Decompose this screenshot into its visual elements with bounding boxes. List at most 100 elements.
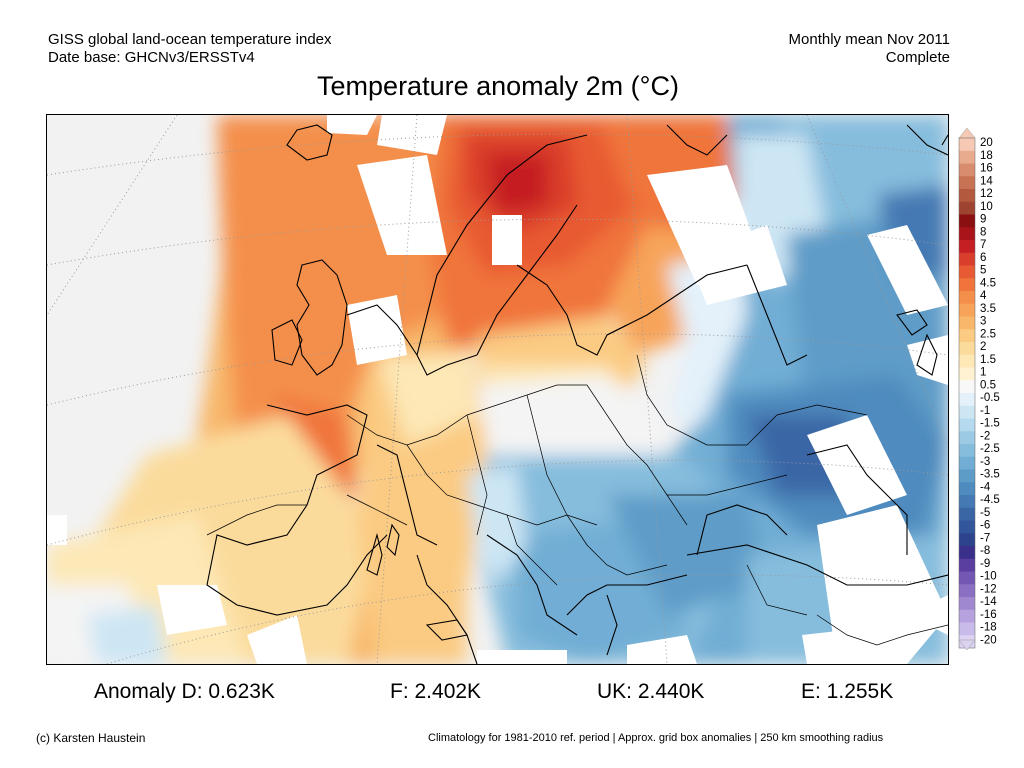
colorbar-label: -1.5 [980, 418, 1000, 430]
country-borders [206, 354, 948, 646]
colorbar-cell [959, 380, 975, 394]
colorbar-label: -3 [980, 456, 990, 468]
dataset-name: GISS global land-ocean temperature index [48, 31, 332, 48]
anomaly-field [47, 115, 948, 664]
colorbar-cell [959, 431, 975, 445]
no-data-areas [47, 115, 948, 664]
colorbar-label: 4 [980, 290, 987, 302]
colorbar-top-arrow [958, 127, 976, 139]
colorbar-label: -6 [980, 520, 990, 532]
colorbar-label: 4.5 [980, 277, 996, 289]
colorbar-labels: 201816141210987654.543.532.521.510.5-0.5… [980, 137, 1000, 646]
colorbar-cell [959, 597, 975, 611]
colorbar-cell [959, 418, 975, 432]
colorbar-label: 18 [980, 150, 993, 162]
data-base: Date base: GHCNv3/ERSSTv4 [48, 49, 255, 66]
colorbar-cell [959, 240, 975, 254]
colorbar-label: -18 [980, 622, 997, 634]
anomaly-d: Anomaly D: 0.623K [94, 680, 275, 703]
period-label: Monthly mean Nov 2011 [788, 31, 950, 48]
colorbar-label: -10 [980, 571, 997, 583]
temperature-anomaly-map [47, 115, 948, 664]
colorbar-cell [959, 201, 975, 215]
colorbar-cell [959, 252, 975, 266]
colorbar-cell [959, 546, 975, 560]
colorbar-label: 9 [980, 214, 986, 226]
colorbar-label: -16 [980, 609, 997, 621]
colorbar-label: 2 [980, 341, 986, 353]
colorbar-label: -14 [980, 596, 997, 608]
colorbar-label: 1 [980, 367, 986, 379]
anomaly-f: F: 2.402K [390, 680, 482, 703]
colorbar-cell [959, 622, 975, 636]
colorbar-label: 2.5 [980, 328, 996, 340]
colorbar-label: 16 [980, 163, 993, 175]
colorbar-label: -9 [980, 558, 990, 570]
colorbar-label: 3.5 [980, 303, 996, 315]
colorbar-label: 7 [980, 239, 986, 251]
colorbar-label: -20 [980, 634, 997, 646]
colorbar-label: 12 [980, 188, 993, 200]
colorbar-label: 20 [980, 137, 993, 149]
colorbar-cell [959, 329, 975, 343]
copyright: (c) Karsten Haustein [36, 731, 146, 745]
colorbar-label: 3 [980, 316, 986, 328]
colorbar-cell [959, 227, 975, 241]
colorbar-cell [959, 393, 975, 407]
color-scale-bar: 201816141210987654.543.532.521.510.5-0.5… [958, 127, 1000, 651]
map-title: Temperature anomaly 2m (°C) [317, 71, 679, 101]
map-panel [46, 114, 949, 665]
coastlines [206, 124, 948, 664]
colorbar-cell [959, 176, 975, 190]
colorbar-cell [959, 444, 975, 458]
colorbar-cell [959, 482, 975, 496]
colorbar-cell [959, 367, 975, 381]
colorbar-cell [959, 533, 975, 547]
colorbar-cell [959, 265, 975, 279]
colorbar-bottom-arrow [958, 639, 976, 651]
colorbar-label: 8 [980, 226, 986, 238]
colorbar-label: 6 [980, 252, 986, 264]
colorbar-cell [959, 303, 975, 317]
colorbar-cell [959, 584, 975, 598]
colorbar-cell [959, 571, 975, 585]
header-left: GISS global land-ocean temperature index… [48, 31, 332, 67]
colorbar-label: 10 [980, 201, 993, 213]
header-right: Monthly mean Nov 2011 Complete [789, 31, 950, 67]
colorbar-label: -2 [980, 430, 990, 442]
colorbar-label: -5 [980, 507, 990, 519]
colorbar-cell [959, 150, 975, 164]
colorbar-label: -4 [980, 481, 991, 493]
colorbar-label: -2.5 [980, 443, 1000, 455]
colorbar-cell [959, 138, 975, 152]
colorbar-label: 14 [980, 175, 993, 187]
method-note: Climatology for 1981-2010 ref. period | … [428, 732, 884, 744]
anomaly-uk: UK: 2.440K [597, 680, 705, 703]
colorbar-cell [959, 214, 975, 228]
anomaly-e: E: 1.255K [801, 680, 894, 703]
colorbar-cell [959, 609, 975, 623]
colorbar-label: -1 [980, 405, 990, 417]
colorbar-cells [958, 137, 976, 649]
colorbar-cell [959, 495, 975, 509]
colorbar-cell [959, 316, 975, 330]
colorbar-label: -3.5 [980, 469, 1000, 481]
colorbar-label: -8 [980, 545, 990, 557]
colorbar-label: 0.5 [980, 379, 996, 391]
colorbar-label: -0.5 [980, 392, 1000, 404]
colorbar-label: 5 [980, 265, 986, 277]
colorbar-label: 1.5 [980, 354, 996, 366]
completeness-label: Complete [885, 49, 950, 66]
colorbar-cell [959, 507, 975, 521]
colorbar-cell [959, 189, 975, 203]
colorbar-cell [959, 469, 975, 483]
colorbar-label: -4.5 [980, 494, 1000, 506]
colorbar-cell [959, 405, 975, 419]
colorbar-cell [959, 342, 975, 356]
colorbar-cell [959, 278, 975, 292]
graticule [47, 115, 948, 664]
colorbar-cell [959, 163, 975, 177]
colorbar-label: -12 [980, 583, 997, 595]
colorbar-cell [959, 291, 975, 305]
colorbar-cell [959, 520, 975, 534]
